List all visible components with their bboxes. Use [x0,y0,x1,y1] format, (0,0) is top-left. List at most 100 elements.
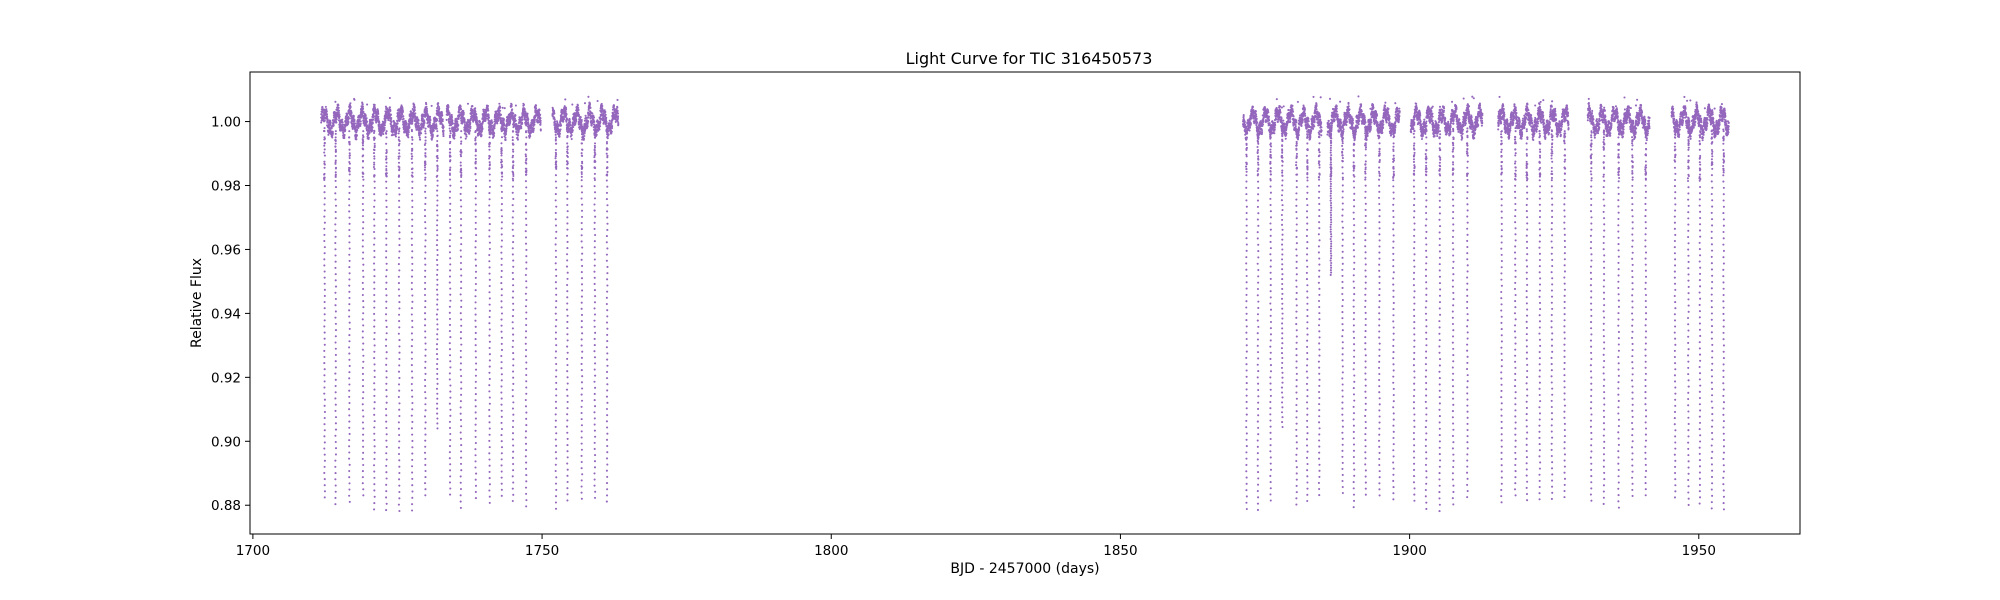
data-point [332,124,335,127]
data-point [373,268,376,271]
data-point [337,111,340,114]
data-point [593,221,596,224]
data-point [525,173,528,176]
data-point [593,466,597,469]
data-point [595,133,598,136]
data-point [423,121,426,124]
data-point [500,294,503,297]
data-point [373,382,376,385]
data-point [566,364,569,367]
data-point [448,245,451,248]
data-point [488,148,491,151]
data-point [511,407,514,410]
data-point [435,313,438,316]
data-point [525,386,528,389]
data-point [389,109,392,112]
data-point [362,196,365,199]
data-point [566,320,569,324]
data-point [593,179,596,182]
data-point [504,136,507,139]
data-point [410,281,413,284]
data-point [398,307,401,310]
data-point [323,441,326,444]
data-point [505,127,508,130]
data-point [524,217,528,220]
data-point [500,348,504,352]
data-point [580,168,583,171]
data-point [459,400,462,403]
data-point [448,239,451,242]
data-point [449,202,452,205]
data-point [359,122,362,125]
data-point [401,110,404,113]
data-point [554,501,557,504]
data-point [566,493,569,496]
data-point [583,134,586,138]
data-point [361,409,364,412]
data-point [397,421,400,424]
data-point [474,380,477,383]
data-point [448,372,451,375]
data-point [580,133,584,136]
data-point [500,142,503,145]
data-point [424,385,427,388]
data-point [362,227,365,230]
data-point [348,154,351,157]
data-point [500,269,503,273]
data-point [373,375,376,379]
data-point [459,293,462,296]
data-point [373,129,376,132]
data-point [566,339,569,342]
data-point [488,229,491,232]
data-point [385,382,388,385]
data-point [361,138,364,141]
data-point [566,419,569,422]
data-point [372,152,376,155]
data-point [424,476,427,479]
data-point [385,426,388,430]
data-point [361,175,364,178]
data-point [486,104,490,107]
data-point [397,332,400,335]
data-point [448,323,452,327]
data-point [442,131,445,135]
data-point [410,351,413,354]
data-point [410,383,413,386]
data-point [373,476,376,479]
data-point [373,319,376,322]
data-point [323,258,326,261]
data-point [410,152,413,155]
data-point [460,175,463,179]
data-point [435,353,439,356]
data-point [385,464,388,467]
data-point [362,300,365,303]
data-point [424,439,427,442]
data-point [523,108,526,111]
data-point [566,222,569,225]
data-point [566,456,569,459]
data-point [553,116,556,119]
data-point [459,168,462,171]
data-point [348,445,351,448]
data-point [348,156,351,160]
data-point [424,354,427,357]
data-point [474,107,477,110]
data-point [580,460,583,464]
data-point [323,209,326,212]
data-point [361,397,364,400]
data-point [566,425,569,428]
data-point [329,121,332,124]
data-point [327,133,330,136]
data-point [460,205,463,208]
data-point [554,218,557,221]
data-point [525,361,528,364]
data-point [524,430,528,433]
data-point [384,131,387,135]
data-point [384,158,388,161]
data-point [554,163,558,166]
data-point [459,487,463,491]
data-point [323,127,326,130]
data-point [398,465,401,468]
data-point [488,303,491,306]
data-point [424,196,427,199]
